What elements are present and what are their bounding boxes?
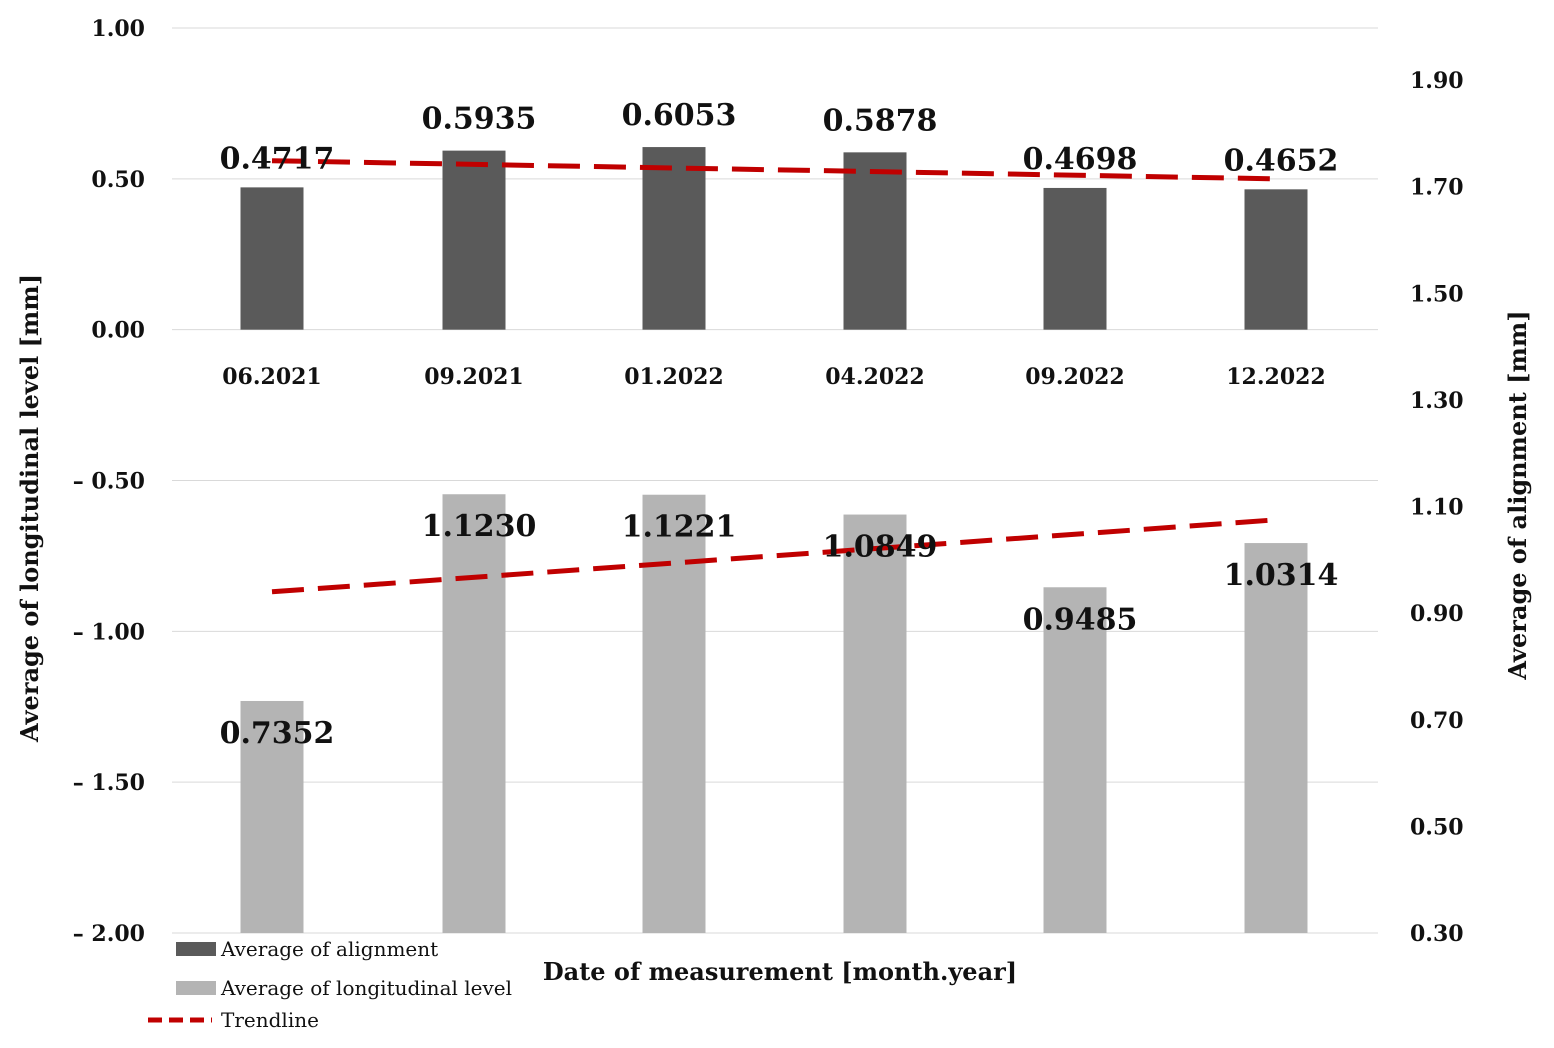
right-tick-label: 0.90 — [1410, 601, 1464, 627]
category-label: 01.2022 — [624, 364, 724, 390]
bar-alignment — [442, 150, 506, 330]
legend-label-alignment: Average of alignment — [220, 937, 438, 961]
gridlines — [172, 27, 1378, 934]
bar-longitudinal — [442, 494, 506, 933]
data-label-alignment: 0.5935 — [422, 102, 537, 137]
left-tick-label: – 2.00 — [73, 921, 145, 947]
trendline-alignment — [271, 158, 1277, 182]
data-label-longitudinal: 1.0849 — [823, 530, 938, 565]
bar-longitudinal — [240, 700, 304, 933]
data-label-longitudinal: 0.7352 — [220, 716, 335, 751]
trendlines — [271, 158, 1277, 595]
right-tick-label: 1.70 — [1410, 175, 1464, 201]
left-tick-label: 0.50 — [91, 167, 145, 193]
left-axis-title: Average of longitudinal level [mm] — [15, 274, 44, 743]
data-label-alignment: 0.4698 — [1023, 142, 1138, 177]
axis-ticks: 1.00 0.50 0.00 – 0.50 – 1.00 – 1.50 – 2.00 1.90… — [73, 16, 1464, 947]
legend-label-longitudinal: Average of longitudinal level — [220, 976, 512, 1000]
legend-swatch-alignment — [176, 942, 216, 956]
data-label-alignment: 0.4652 — [1224, 143, 1339, 178]
data-labels: 0.4717 0.5935 0.6053 0.5878 0.4698 0.4652 0.73… — [220, 98, 1339, 751]
right-tick-label: 0.70 — [1410, 708, 1464, 734]
right-axis-title: Average of alignment [mm] — [1503, 310, 1532, 680]
data-label-alignment: 0.4717 — [220, 141, 335, 176]
category-label: 09.2021 — [424, 364, 524, 390]
right-tick-label: 1.30 — [1410, 388, 1464, 414]
data-label-longitudinal: 1.1221 — [622, 510, 737, 545]
right-tick-label: 0.50 — [1410, 814, 1464, 840]
bar-alignment — [843, 152, 907, 330]
right-tick-label: 1.10 — [1410, 495, 1464, 521]
bar-alignment — [642, 147, 706, 330]
left-tick-label: – 1.50 — [73, 770, 145, 796]
category-label: 06.2021 — [222, 364, 322, 390]
category-label: 09.2022 — [1025, 364, 1125, 390]
right-tick-label: 0.30 — [1410, 921, 1464, 947]
trendline-longitudinal — [271, 517, 1277, 595]
bar-alignment — [1043, 187, 1107, 330]
bars — [240, 147, 1308, 933]
right-tick-label: 1.90 — [1410, 68, 1464, 94]
x-axis-title: Date of measurement [month.year] — [543, 957, 1017, 986]
legend-label-trendline: Trendline — [221, 1008, 319, 1032]
left-tick-label: – 1.00 — [73, 619, 145, 645]
right-tick-label: 1.50 — [1410, 281, 1464, 307]
data-label-longitudinal: 0.9485 — [1023, 602, 1138, 637]
bar-longitudinal — [1043, 587, 1107, 933]
legend: Average of alignment Average of longitud… — [148, 937, 512, 1032]
data-label-alignment: 0.6053 — [622, 98, 737, 133]
left-tick-label: – 0.50 — [73, 469, 145, 495]
bar-alignment — [240, 187, 304, 330]
bar-longitudinal — [642, 494, 706, 933]
left-tick-label: 0.00 — [91, 318, 145, 344]
data-label-alignment: 0.5878 — [823, 103, 938, 138]
legend-swatch-longitudinal — [176, 981, 216, 995]
bar-alignment — [1244, 189, 1308, 330]
left-tick-label: 1.00 — [91, 16, 145, 42]
category-label: 04.2022 — [825, 364, 925, 390]
data-label-longitudinal: 1.0314 — [1224, 558, 1339, 593]
bar-longitudinal — [843, 514, 907, 933]
bar-longitudinal — [1244, 543, 1308, 933]
category-label: 12.2022 — [1226, 364, 1326, 390]
data-label-longitudinal: 1.1230 — [422, 509, 537, 544]
